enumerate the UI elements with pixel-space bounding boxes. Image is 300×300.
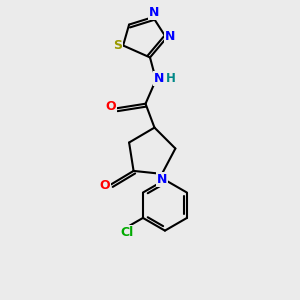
- Text: O: O: [99, 179, 110, 192]
- Text: O: O: [106, 100, 116, 113]
- Text: N: N: [154, 72, 165, 85]
- Text: N: N: [165, 30, 175, 43]
- Text: N: N: [149, 6, 160, 19]
- Text: Cl: Cl: [121, 226, 134, 239]
- Text: N: N: [157, 173, 167, 186]
- Text: S: S: [113, 39, 122, 52]
- Text: H: H: [166, 72, 176, 85]
